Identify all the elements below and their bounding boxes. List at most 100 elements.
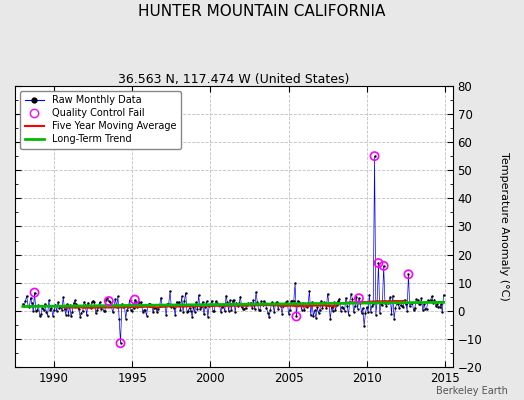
Point <box>76 314 84 320</box>
Point <box>296 301 304 308</box>
Point <box>166 288 174 294</box>
Point <box>58 307 66 313</box>
Point <box>90 299 99 306</box>
Point <box>432 303 440 309</box>
Point <box>221 308 229 314</box>
Point <box>132 299 140 306</box>
Point <box>77 310 85 316</box>
Point <box>133 304 141 310</box>
Point <box>95 299 104 305</box>
Point <box>196 306 204 312</box>
Point <box>59 294 68 300</box>
Point <box>107 303 116 310</box>
Point <box>128 308 136 314</box>
Point <box>384 300 392 306</box>
Point <box>94 303 103 310</box>
Point <box>323 290 332 297</box>
Point <box>29 308 37 314</box>
Point <box>334 298 342 304</box>
Point <box>113 303 121 310</box>
Point <box>438 309 446 315</box>
Point <box>252 289 260 295</box>
Point <box>187 308 195 314</box>
Point <box>255 306 263 313</box>
Point <box>199 298 207 305</box>
Point <box>108 309 117 316</box>
Point <box>163 301 172 307</box>
Point <box>343 302 352 309</box>
Point <box>288 298 297 304</box>
Point <box>271 300 280 306</box>
Point <box>116 340 125 346</box>
Point <box>366 308 375 315</box>
Point <box>24 303 32 309</box>
Point <box>328 304 336 310</box>
Point <box>205 303 213 310</box>
Point <box>42 308 50 315</box>
Point <box>162 312 170 318</box>
Point <box>210 308 219 314</box>
Point <box>34 302 42 308</box>
Point <box>119 304 127 310</box>
Point <box>293 298 302 304</box>
Point <box>214 302 222 308</box>
Point <box>146 301 155 308</box>
Point <box>111 296 119 302</box>
Point <box>421 306 430 312</box>
Point <box>92 310 100 316</box>
Point <box>151 305 160 312</box>
Point <box>149 309 157 316</box>
Point <box>377 301 385 308</box>
Point <box>368 303 376 310</box>
Point <box>137 299 146 305</box>
Point <box>219 303 227 310</box>
Point <box>145 300 154 307</box>
Point <box>231 309 239 315</box>
Point <box>21 298 30 304</box>
Point <box>26 294 35 301</box>
Point <box>376 310 384 316</box>
Point <box>266 307 275 314</box>
Point <box>161 302 169 309</box>
Point <box>202 298 211 304</box>
Point <box>67 313 75 320</box>
Point <box>70 300 78 306</box>
Point <box>100 308 108 314</box>
Point <box>329 308 337 315</box>
Point <box>43 312 52 319</box>
Point <box>360 323 368 329</box>
Point <box>20 303 28 310</box>
Point <box>267 299 276 306</box>
Point <box>378 301 387 308</box>
Point <box>408 300 417 306</box>
Point <box>213 300 221 306</box>
Point <box>237 304 246 311</box>
Point <box>150 304 159 311</box>
Point <box>243 301 251 308</box>
Point <box>358 305 367 312</box>
Point <box>318 305 326 311</box>
Point <box>374 260 383 266</box>
Point <box>355 295 363 302</box>
Point <box>292 313 301 320</box>
Point <box>46 307 54 313</box>
Point <box>309 313 318 319</box>
Point <box>168 302 177 309</box>
Point <box>351 303 359 310</box>
Point <box>60 305 69 312</box>
Point <box>285 310 293 317</box>
Point <box>30 289 39 296</box>
Point <box>381 300 389 306</box>
Point <box>49 312 57 319</box>
Point <box>249 297 258 303</box>
Point <box>424 297 432 304</box>
Point <box>303 304 311 310</box>
Point <box>261 300 269 306</box>
Point <box>313 304 321 311</box>
Point <box>223 299 232 306</box>
Point <box>409 307 418 314</box>
Point <box>264 310 272 316</box>
Point <box>422 306 431 312</box>
Point <box>81 301 90 308</box>
Point <box>404 271 412 278</box>
